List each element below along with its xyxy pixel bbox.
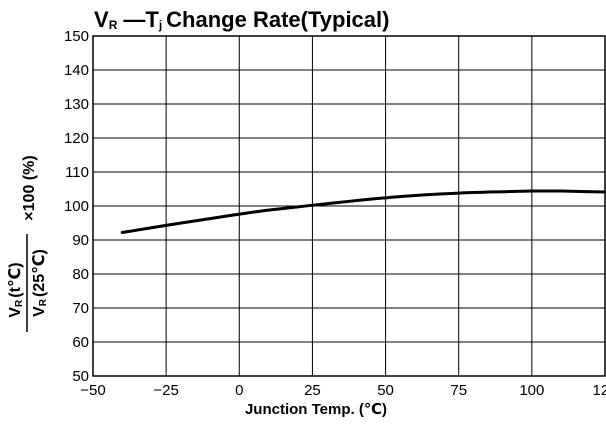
y-tick-label: 150 — [64, 28, 89, 45]
y-label-multiplier: ×100 (%) — [21, 155, 38, 220]
y-tick-label: 60 — [72, 334, 89, 351]
x-tick-label: 25 — [304, 382, 321, 399]
y-tick-label: 110 — [65, 164, 89, 181]
x-tick-label: −25 — [153, 382, 178, 399]
y-axis-label: VR(t℃) VR(25℃) ×100 (%) — [7, 155, 49, 332]
plot-frame — [92, 35, 606, 377]
tick-labels: −50 −25 0 25 50 75 100 125 50 60 70 80 90 100 110 120 13… — [64, 28, 606, 399]
y-tick-label: 80 — [72, 266, 89, 283]
grid — [93, 36, 605, 376]
y-label-numerator: VR(t℃) — [7, 262, 25, 317]
x-tick-label: −50 — [80, 382, 105, 399]
y-tick-label: 100 — [64, 198, 89, 215]
y-tick-label: 70 — [72, 300, 89, 317]
y-label-denominator: VR(25℃) — [31, 249, 49, 317]
series-line — [120, 189, 606, 235]
x-tick-label: 125 — [592, 382, 606, 399]
chart-title: VR —Tj Change Rate(Typical) — [94, 7, 389, 32]
y-tick-label: 50 — [72, 368, 89, 385]
x-tick-label: 0 — [235, 382, 243, 399]
y-tick-label: 90 — [72, 232, 89, 249]
y-tick-label: 140 — [64, 62, 89, 79]
x-tick-label: 100 — [519, 382, 544, 399]
x-tick-label: 50 — [377, 382, 394, 399]
x-axis-label: Junction Temp. (℃) — [245, 401, 387, 418]
y-tick-label: 130 — [64, 96, 89, 113]
series-layer — [120, 189, 606, 235]
y-tick-label: 120 — [64, 130, 89, 147]
x-tick-label: 75 — [450, 382, 467, 399]
